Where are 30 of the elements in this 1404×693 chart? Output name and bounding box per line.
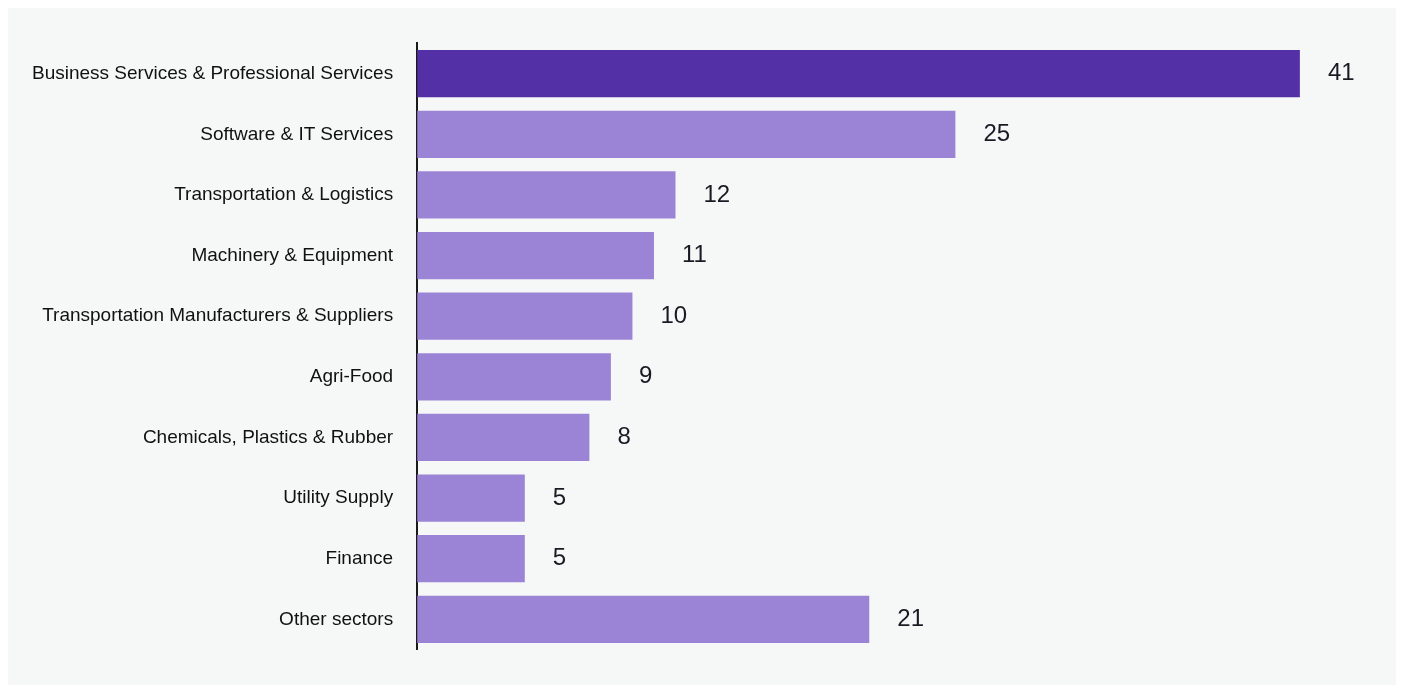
data-label: 5 — [552, 543, 567, 571]
bar — [417, 413, 590, 462]
data-label: 11 — [681, 240, 707, 268]
y-tick-label: Software & IT Services — [200, 122, 394, 144]
data-label: 10 — [660, 300, 688, 328]
bar — [417, 353, 611, 401]
data-label: 21 — [897, 603, 924, 631]
data-label: 41 — [1327, 58, 1355, 86]
data-label: 12 — [703, 179, 731, 207]
y-tick-label: Other sectors — [279, 607, 394, 629]
bar — [417, 231, 654, 280]
bar — [417, 474, 525, 522]
y-tick-label: Chemicals, Plastics & Rubber — [142, 425, 394, 447]
y-tick-label: Machinery & Equipment — [191, 243, 394, 265]
y-tick-label: Utility Supply — [283, 486, 394, 508]
data-label: 9 — [638, 361, 653, 389]
y-tick-label: Agri-Food — [309, 365, 394, 387]
bar — [417, 171, 676, 219]
y-tick-label: Business Services & Professional Services — [31, 61, 394, 83]
bar — [417, 595, 870, 643]
data-label: 5 — [552, 482, 567, 510]
bar — [417, 292, 633, 340]
bar — [417, 110, 956, 158]
y-tick-label: Transportation & Logistics — [174, 183, 394, 205]
bar — [417, 50, 1300, 98]
data-label: 25 — [983, 118, 1011, 146]
bar — [417, 535, 525, 583]
y-tick-label: Transportation Manufacturers & Suppliers — [42, 304, 394, 326]
data-label: 8 — [617, 422, 631, 450]
y-tick-label: Finance — [325, 546, 394, 568]
